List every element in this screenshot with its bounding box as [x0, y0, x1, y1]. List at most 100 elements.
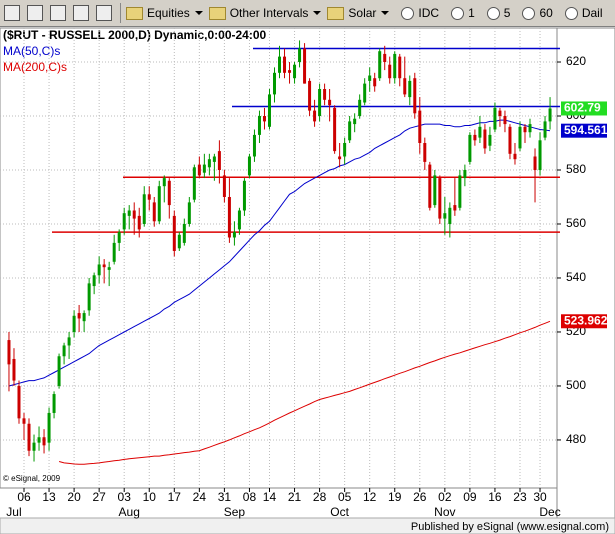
candle-body [82, 313, 86, 322]
dropdown[interactable]: Equities [126, 6, 203, 20]
icon-button[interactable] [96, 5, 112, 21]
candle-body [513, 153, 517, 160]
candle-body [17, 385, 21, 419]
footer-bar [0, 517, 615, 534]
candle-body [152, 202, 156, 222]
x-tick-label: 08 [243, 490, 257, 504]
radio-label: 60 [539, 6, 553, 20]
candle-body [498, 110, 502, 117]
radio-circle [451, 6, 465, 20]
interval-radio[interactable]: IDC [395, 6, 439, 20]
candle-body [167, 180, 171, 206]
candle-body [413, 78, 417, 114]
x-tick-label: 31 [218, 490, 232, 504]
separator [120, 3, 121, 23]
candle-body [468, 134, 472, 162]
candle-body [428, 164, 432, 208]
candle-body [162, 178, 166, 187]
month-label: Oct [330, 505, 349, 519]
candle-body [252, 134, 256, 157]
x-tick-label: 06 [17, 490, 31, 504]
interval-radio[interactable]: 5 [481, 6, 510, 20]
candle-body [47, 412, 51, 443]
candle-body [57, 356, 61, 386]
candle-body [358, 99, 362, 117]
dropdown-label: Solar [348, 6, 377, 20]
radio-circle [522, 6, 536, 20]
candle-body [187, 202, 191, 224]
footer-text: Published by eSignal (www.esignal.com) [411, 521, 609, 533]
dropdown[interactable]: Other Intervals [208, 6, 322, 20]
dropdown[interactable]: Solar [327, 6, 390, 20]
candle-body [523, 126, 527, 133]
candle-body [122, 213, 126, 230]
candle-body [37, 437, 41, 443]
icon-button[interactable] [50, 5, 66, 21]
candle-body [207, 159, 211, 168]
candle-body [283, 56, 287, 73]
moving-average-line [8, 119, 551, 387]
candle-body [137, 215, 141, 230]
candle-body [383, 53, 387, 63]
x-tick-label: 03 [118, 490, 132, 504]
month-label: Dec [539, 505, 560, 519]
candle-body [127, 210, 131, 216]
candle-body [303, 48, 307, 84]
x-tick-label: 30 [533, 490, 547, 504]
x-tick-label: 20 [67, 490, 81, 504]
candle-body [398, 56, 402, 79]
toolbar: Equities Other Intervals Solar IDC 1 5 60 Dail [0, 0, 615, 27]
candle-body [77, 313, 81, 319]
price-tag [561, 123, 607, 138]
candle-body [132, 210, 136, 219]
x-tick-label: 14 [263, 490, 277, 504]
candle-body [343, 143, 347, 157]
candle-body [483, 129, 487, 149]
candle-body [92, 275, 96, 287]
candle-body [353, 118, 357, 125]
candle-body [518, 126, 522, 149]
candle-body [323, 89, 327, 100]
price-tag [561, 101, 607, 116]
candle-body [503, 116, 507, 125]
x-tick-label: 21 [288, 490, 302, 504]
candle-body [67, 337, 71, 346]
moving-average-line [58, 320, 551, 465]
candle-body [172, 215, 176, 251]
candle-body [363, 83, 367, 103]
candle-body [448, 207, 452, 224]
x-tick-label: 23 [513, 490, 527, 504]
legend-entry: MA(50,C)s [3, 44, 60, 58]
icon-button[interactable] [73, 5, 89, 21]
candle-body [12, 358, 16, 381]
interval-radio[interactable]: 1 [445, 6, 475, 20]
folder-icon [208, 6, 226, 20]
candle-body [112, 242, 116, 262]
candle-body [267, 94, 271, 127]
candle-body [97, 264, 101, 276]
candle-body [458, 175, 462, 208]
interval-radio[interactable]: 60 [516, 6, 553, 20]
candle-body [293, 64, 297, 79]
icon-button[interactable] [27, 5, 43, 21]
candle-body [32, 442, 36, 451]
plot-area [0, 27, 558, 489]
dropdown-arrow [194, 11, 203, 15]
candle-body [408, 80, 412, 98]
icon-button[interactable] [4, 5, 20, 21]
candle-body [182, 223, 186, 243]
y-tick-label: 540 [566, 270, 586, 284]
candle-body [197, 164, 201, 176]
month-label: Aug [119, 505, 140, 519]
candle-body [548, 108, 552, 122]
dropdown-label: Other Intervals [229, 6, 309, 20]
x-tick-label: 24 [193, 490, 207, 504]
x-tick-label: 09 [463, 490, 477, 504]
price-tag-label: 594.561 [564, 123, 608, 137]
month-label: Sep [224, 505, 246, 519]
interval-radio[interactable]: Dail [559, 6, 603, 20]
candle-body [7, 340, 11, 365]
candle-body [27, 423, 31, 451]
x-tick-label: 27 [92, 490, 106, 504]
